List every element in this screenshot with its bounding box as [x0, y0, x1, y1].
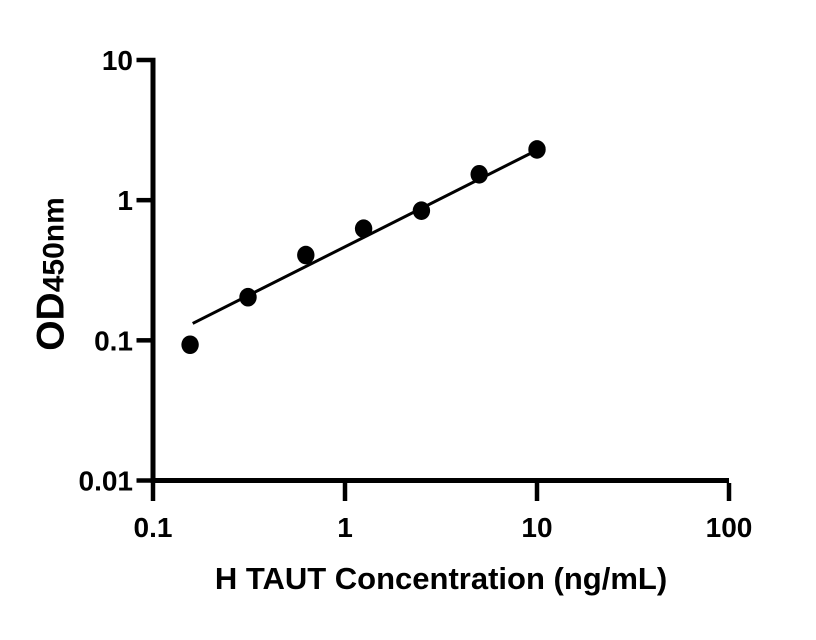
y-tick-label: 10: [102, 45, 133, 76]
data-point: [181, 335, 199, 355]
y-tick-label: 0.1: [94, 325, 133, 356]
data-point: [354, 219, 373, 238]
x-tick-label: 0.1: [134, 512, 173, 543]
data-point: [470, 164, 488, 184]
data-point: [239, 287, 257, 307]
y-axis-title-main: OD: [30, 292, 73, 351]
data-point: [297, 245, 315, 265]
y-tick-label: 1: [117, 185, 133, 216]
y-axis-ticks: 0.01 0.1 1 10: [79, 45, 151, 497]
data-point: [528, 140, 546, 159]
y-tick-label: 0.01: [79, 466, 134, 497]
x-axis-ticks: 0.1 1 10 100: [134, 483, 753, 543]
x-tick-label: 10: [521, 512, 552, 543]
y-axis-title: OD450nm: [30, 197, 73, 351]
x-tick-label: 1: [337, 512, 353, 543]
x-axis-title: H TAUT Concentration (ng/mL): [215, 561, 667, 596]
y-axis-title-sub: 450nm: [38, 197, 71, 292]
data-point: [412, 201, 431, 221]
data-points-group: [181, 140, 546, 355]
x-tick-label: 100: [706, 512, 753, 543]
